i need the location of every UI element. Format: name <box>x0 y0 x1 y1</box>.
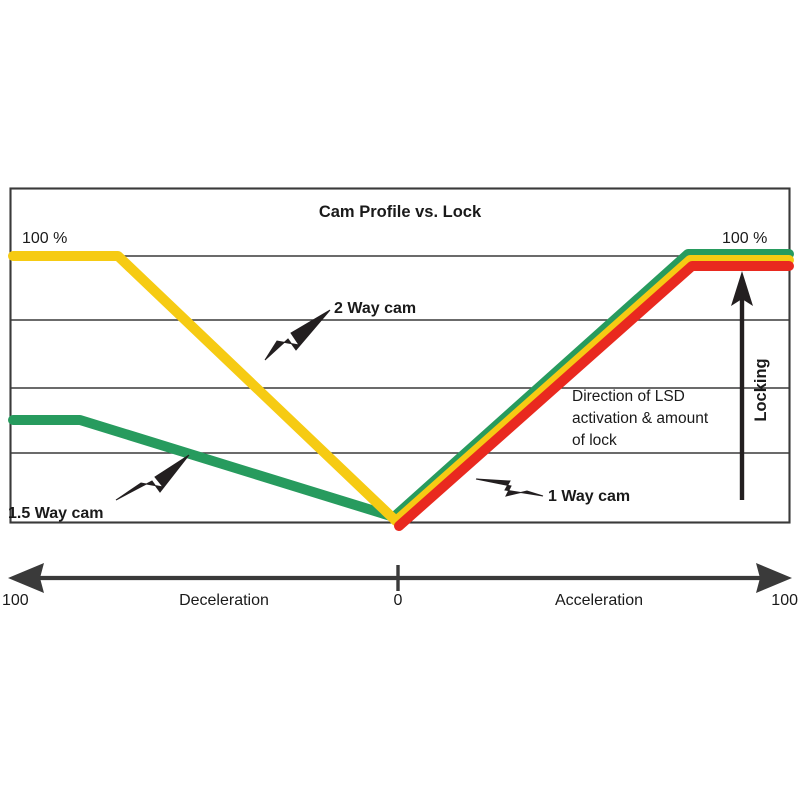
annotation-1-way-cam: 1 Way cam <box>475 478 630 505</box>
pct-label-left: 100 % <box>22 230 67 247</box>
locking-arrow-group: Locking <box>731 271 770 500</box>
plot-frame <box>9 187 791 524</box>
lsd-direction-note: Direction of LSD activation & amount of … <box>572 388 709 449</box>
axis-region-label-deceleration: Deceleration <box>179 592 269 609</box>
locking-arrow-head <box>731 271 753 306</box>
chart-title: Cam Profile vs. Lock <box>319 203 482 221</box>
series-line-1-way-cam <box>394 261 794 531</box>
axis-arrowhead-right <box>756 563 792 593</box>
axis-tick-label-center: 0 <box>394 592 403 609</box>
axis-tick-label-left: 100 <box>2 592 29 609</box>
note-line-3: of lock <box>572 432 617 449</box>
series-line-1-5-way-cam <box>8 249 794 522</box>
pct-label-right: 100 % <box>722 230 767 247</box>
axis-region-label-acceleration: Acceleration <box>555 592 643 609</box>
leader-arrow-1-5-way-cam <box>115 454 190 501</box>
annotation-2-way-cam: 2 Way cam <box>264 300 416 361</box>
axis-tick-label-right: 100 <box>771 592 798 609</box>
axis-arrowhead-left <box>8 563 44 593</box>
locking-label: Locking <box>752 358 770 421</box>
label-1-5-way-cam: 1.5 Way cam <box>8 505 103 522</box>
leader-arrow-1-way-cam <box>475 478 544 497</box>
annotation-1-5-way-cam: 1.5 Way cam <box>8 454 190 522</box>
label-2-way-cam: 2 Way cam <box>334 300 416 317</box>
note-line-2: activation & amount <box>572 410 709 427</box>
note-line-1: Direction of LSD <box>572 388 685 405</box>
bottom-axis-group: 100 0 100 Deceleration Acceleration <box>2 563 798 609</box>
plot-frame-group <box>9 187 791 524</box>
label-1-way-cam: 1 Way cam <box>548 488 630 505</box>
leader-arrow-2-way-cam <box>264 309 331 361</box>
series-line-2-way-cam <box>8 251 794 526</box>
